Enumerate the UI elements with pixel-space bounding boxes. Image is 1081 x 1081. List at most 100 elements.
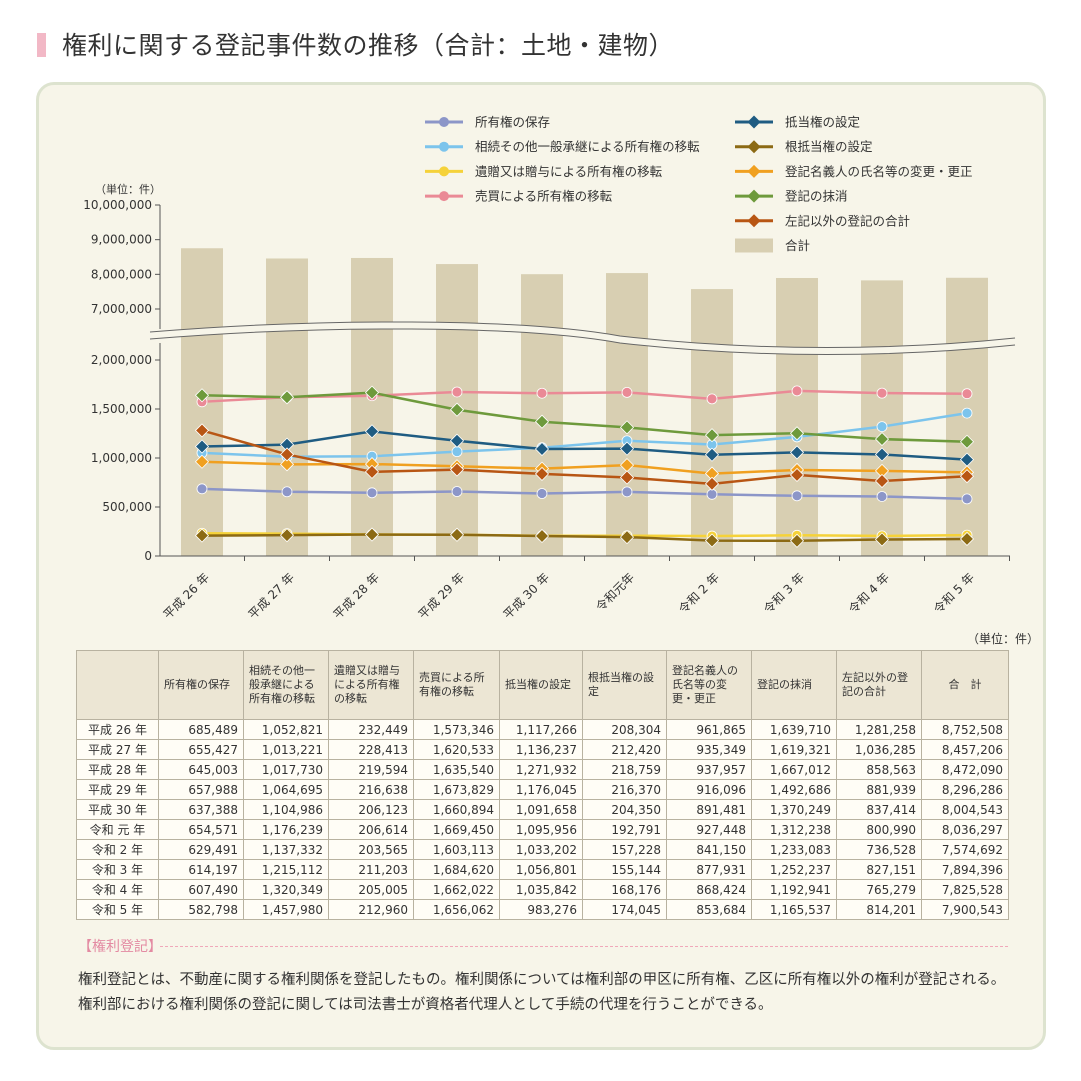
page-title: 権利に関する登記事件数の推移（合計：土地・建物） — [62, 31, 675, 60]
table-cell: 174,045 — [582, 899, 667, 920]
data-point — [194, 439, 210, 454]
data-point — [619, 441, 635, 456]
table-cell: 1,662,022 — [413, 879, 500, 900]
chart: 10,000,000 9,000,000 8,000,000 7,000,000 2,0… — [83, 115, 1016, 622]
data-point — [876, 491, 888, 502]
data-point — [451, 386, 463, 398]
data-point — [451, 486, 463, 497]
table-cell: 157,228 — [582, 839, 667, 860]
row-year-label: 平成 30 年 — [76, 799, 159, 820]
table-cell: 1,137,332 — [243, 839, 329, 860]
data-point — [874, 447, 890, 462]
table-cell: 868,424 — [666, 879, 752, 900]
table-cell: 1,052,821 — [243, 719, 329, 740]
table-header-cell: 左記以外の登記の合計 — [836, 650, 922, 720]
table-cell: 7,894,396 — [921, 859, 1009, 880]
data-table: 所有権の保存 相続その他一般承継による所有権の移転 遺贈又は贈与による所有権の移転売… — [76, 650, 1009, 920]
table-cell: 935,349 — [666, 739, 752, 760]
table-row: 令和 2 年 629,491 1,137,332 203,565 1,603,113 1,… — [76, 839, 1009, 860]
row-year-label: 平成 29 年 — [76, 779, 159, 800]
table-cell: 1,104,986 — [243, 799, 329, 820]
data-point — [704, 476, 720, 491]
table-cell: 1,639,710 — [751, 719, 837, 740]
table-cell: 657,988 — [158, 779, 244, 800]
table-cell: 1,684,620 — [413, 859, 500, 880]
table-cell: 1,457,980 — [243, 899, 329, 920]
table-row: 令和 3 年 614,197 1,215,112 211,203 1,684,620 1,… — [76, 859, 1009, 880]
table-cell: 1,573,346 — [413, 719, 500, 740]
bar-total — [691, 289, 733, 556]
table-cell: 1,192,941 — [751, 879, 837, 900]
series-line — [201, 391, 968, 444]
row-year-label: 令和 2 年 — [76, 839, 159, 860]
data-point — [534, 441, 550, 457]
data-point — [789, 467, 805, 483]
table-cell: 155,144 — [582, 859, 667, 880]
y-tick-label: 2,000,000 — [91, 353, 152, 367]
data-point — [704, 447, 720, 462]
data-point — [279, 390, 295, 405]
table-cell: 1,095,956 — [499, 819, 583, 840]
table-cell: 204,350 — [582, 799, 667, 820]
legend-marker — [439, 141, 449, 152]
bar-total — [861, 280, 903, 556]
legend-marker — [439, 166, 449, 177]
legend-label: 抵当権の設定 — [785, 115, 860, 130]
data-point — [364, 527, 380, 542]
data-point — [279, 528, 295, 543]
data-point — [876, 421, 888, 433]
table-row: 平成 28 年 645,003 1,017,730 219,594 1,635,540 1… — [76, 759, 1009, 780]
data-point — [449, 462, 465, 477]
table-cell: 1,281,258 — [836, 719, 922, 740]
table-cell: 8,004,543 — [921, 799, 1009, 820]
table-header-corner — [76, 650, 159, 720]
table-cell: 1,064,695 — [243, 779, 329, 800]
legend-label: 登記の抹消 — [785, 189, 848, 204]
data-point — [789, 426, 805, 441]
table-cell: 1,013,221 — [243, 739, 329, 760]
table-cell: 629,491 — [158, 839, 244, 860]
table-cell: 1,312,238 — [751, 819, 837, 840]
x-tick-label: 平成 30 年 — [501, 570, 553, 622]
bar-total — [606, 273, 648, 556]
table-cell: 216,638 — [328, 779, 414, 800]
table-row: 令和 4 年 607,490 1,320,349 205,005 1,662,022 1,… — [76, 879, 1009, 900]
table-cell: 1,176,239 — [243, 819, 329, 840]
table-cell: 685,489 — [158, 719, 244, 740]
axis-break-line — [149, 321, 1016, 348]
table-cell: 1,660,894 — [413, 799, 500, 820]
table-cell: 961,865 — [666, 719, 752, 740]
table-header-cell: 抵当権の設定 — [499, 650, 583, 720]
table-cell: 1,673,829 — [413, 779, 500, 800]
legend-label: 売買による所有権の移転 — [475, 189, 613, 204]
table-cell: 582,798 — [158, 899, 244, 920]
table-cell: 1,603,113 — [413, 839, 500, 860]
data-point — [279, 457, 295, 472]
data-point — [619, 420, 635, 435]
data-point — [704, 428, 720, 443]
title-marker — [37, 33, 46, 57]
x-tick-label: 令和 2 年 — [675, 570, 722, 617]
table-cell: 1,117,266 — [499, 719, 583, 740]
table-row: 平成 27 年 655,427 1,013,221 228,413 1,620,533 1… — [76, 739, 1009, 760]
table-cell: 853,684 — [666, 899, 752, 920]
table-cell: 1,635,540 — [413, 759, 500, 780]
table-cell: 1,370,249 — [751, 799, 837, 820]
series-line — [201, 389, 968, 404]
x-tick-label: 令和元年 — [593, 570, 638, 615]
data-point — [534, 414, 550, 429]
table-row: 平成 30 年 637,388 1,104,986 206,123 1,660,894 1… — [76, 799, 1009, 820]
table-cell: 1,320,349 — [243, 879, 329, 900]
legend-marker — [747, 189, 761, 203]
table-cell: 208,304 — [582, 719, 667, 740]
table-cell: 1,492,686 — [751, 779, 837, 800]
table-header-cell: 所有権の保存 — [158, 650, 244, 720]
table-cell: 212,960 — [328, 899, 414, 920]
x-tick-label: 令和 4 年 — [845, 570, 892, 617]
table-cell: 232,449 — [328, 719, 414, 740]
table-cell: 1,669,450 — [413, 819, 500, 840]
table-cell: 216,370 — [582, 779, 667, 800]
table-cell: 881,939 — [836, 779, 922, 800]
data-point — [536, 387, 548, 399]
table-cell: 655,427 — [158, 739, 244, 760]
